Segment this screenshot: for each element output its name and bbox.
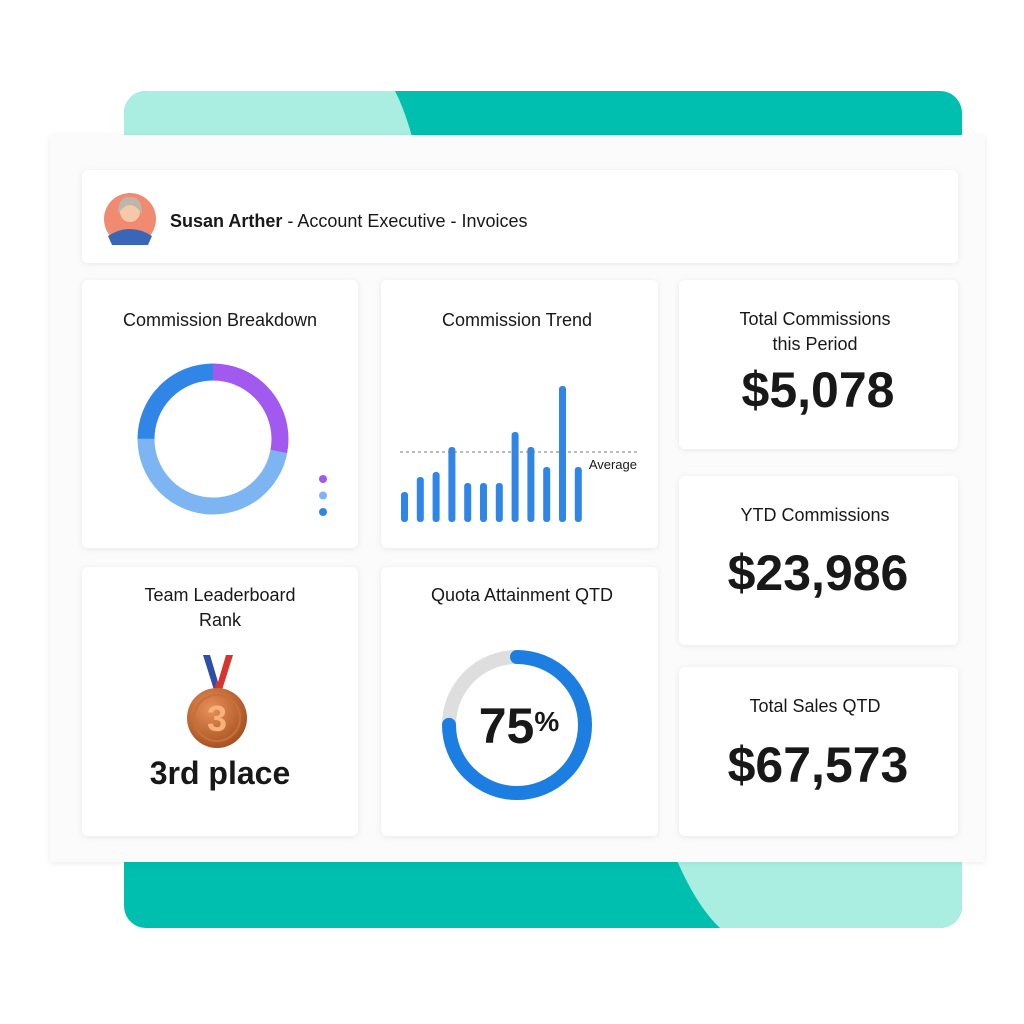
donut-segment xyxy=(137,363,289,515)
bar xyxy=(464,483,472,522)
bar xyxy=(574,467,582,522)
ribbon xyxy=(214,655,233,690)
card xyxy=(679,476,958,645)
card xyxy=(381,567,658,836)
bar xyxy=(527,447,535,522)
medal-rim xyxy=(193,694,241,742)
medal-number: 3 xyxy=(207,698,227,739)
card xyxy=(679,667,958,836)
card-title: Commission Trend xyxy=(442,310,592,330)
ribbon xyxy=(210,655,226,682)
bar xyxy=(448,447,456,522)
stat-title: this Period xyxy=(772,334,857,354)
legend-dot xyxy=(319,475,327,483)
gauge-label: 75% xyxy=(479,698,560,754)
bar xyxy=(511,432,519,522)
header-card xyxy=(82,170,958,263)
card-title: Commission Breakdown xyxy=(123,310,317,330)
user-line: Susan Arther - Account Executive - Invoi… xyxy=(170,211,527,231)
stat-value: $5,078 xyxy=(742,362,895,418)
card xyxy=(679,280,958,449)
gauge-value xyxy=(442,650,592,800)
stat-title: Total Commissions xyxy=(739,309,890,329)
gauge-number: 75 xyxy=(479,698,535,754)
stat-value: $23,986 xyxy=(728,545,909,601)
stat-title: Total Sales QTD xyxy=(749,696,880,716)
stat-title: YTD Commissions xyxy=(740,505,889,525)
bar xyxy=(543,467,551,522)
bar xyxy=(495,483,503,522)
avatar xyxy=(104,193,156,245)
gauge-unit: % xyxy=(534,706,559,737)
legend-dot xyxy=(319,491,327,500)
rank-text: 3rd place xyxy=(150,755,291,791)
user-detail: - Account Executive - Invoices xyxy=(287,211,527,231)
legend-dot xyxy=(319,508,327,516)
card-title: Rank xyxy=(199,610,242,630)
bar xyxy=(432,472,440,522)
user-name: Susan Arther xyxy=(170,211,282,231)
bar xyxy=(559,386,566,522)
card-title: Team Leaderboard xyxy=(144,585,295,605)
card-title: Quota Attainment QTD xyxy=(431,585,613,605)
medal-disc xyxy=(187,688,247,748)
donut-segment xyxy=(137,363,289,515)
medal: 3 xyxy=(187,655,247,748)
bar xyxy=(401,492,408,522)
stat-value: $67,573 xyxy=(728,737,909,793)
bar xyxy=(480,483,487,522)
average-label: Average xyxy=(589,457,637,472)
bar xyxy=(416,477,424,522)
